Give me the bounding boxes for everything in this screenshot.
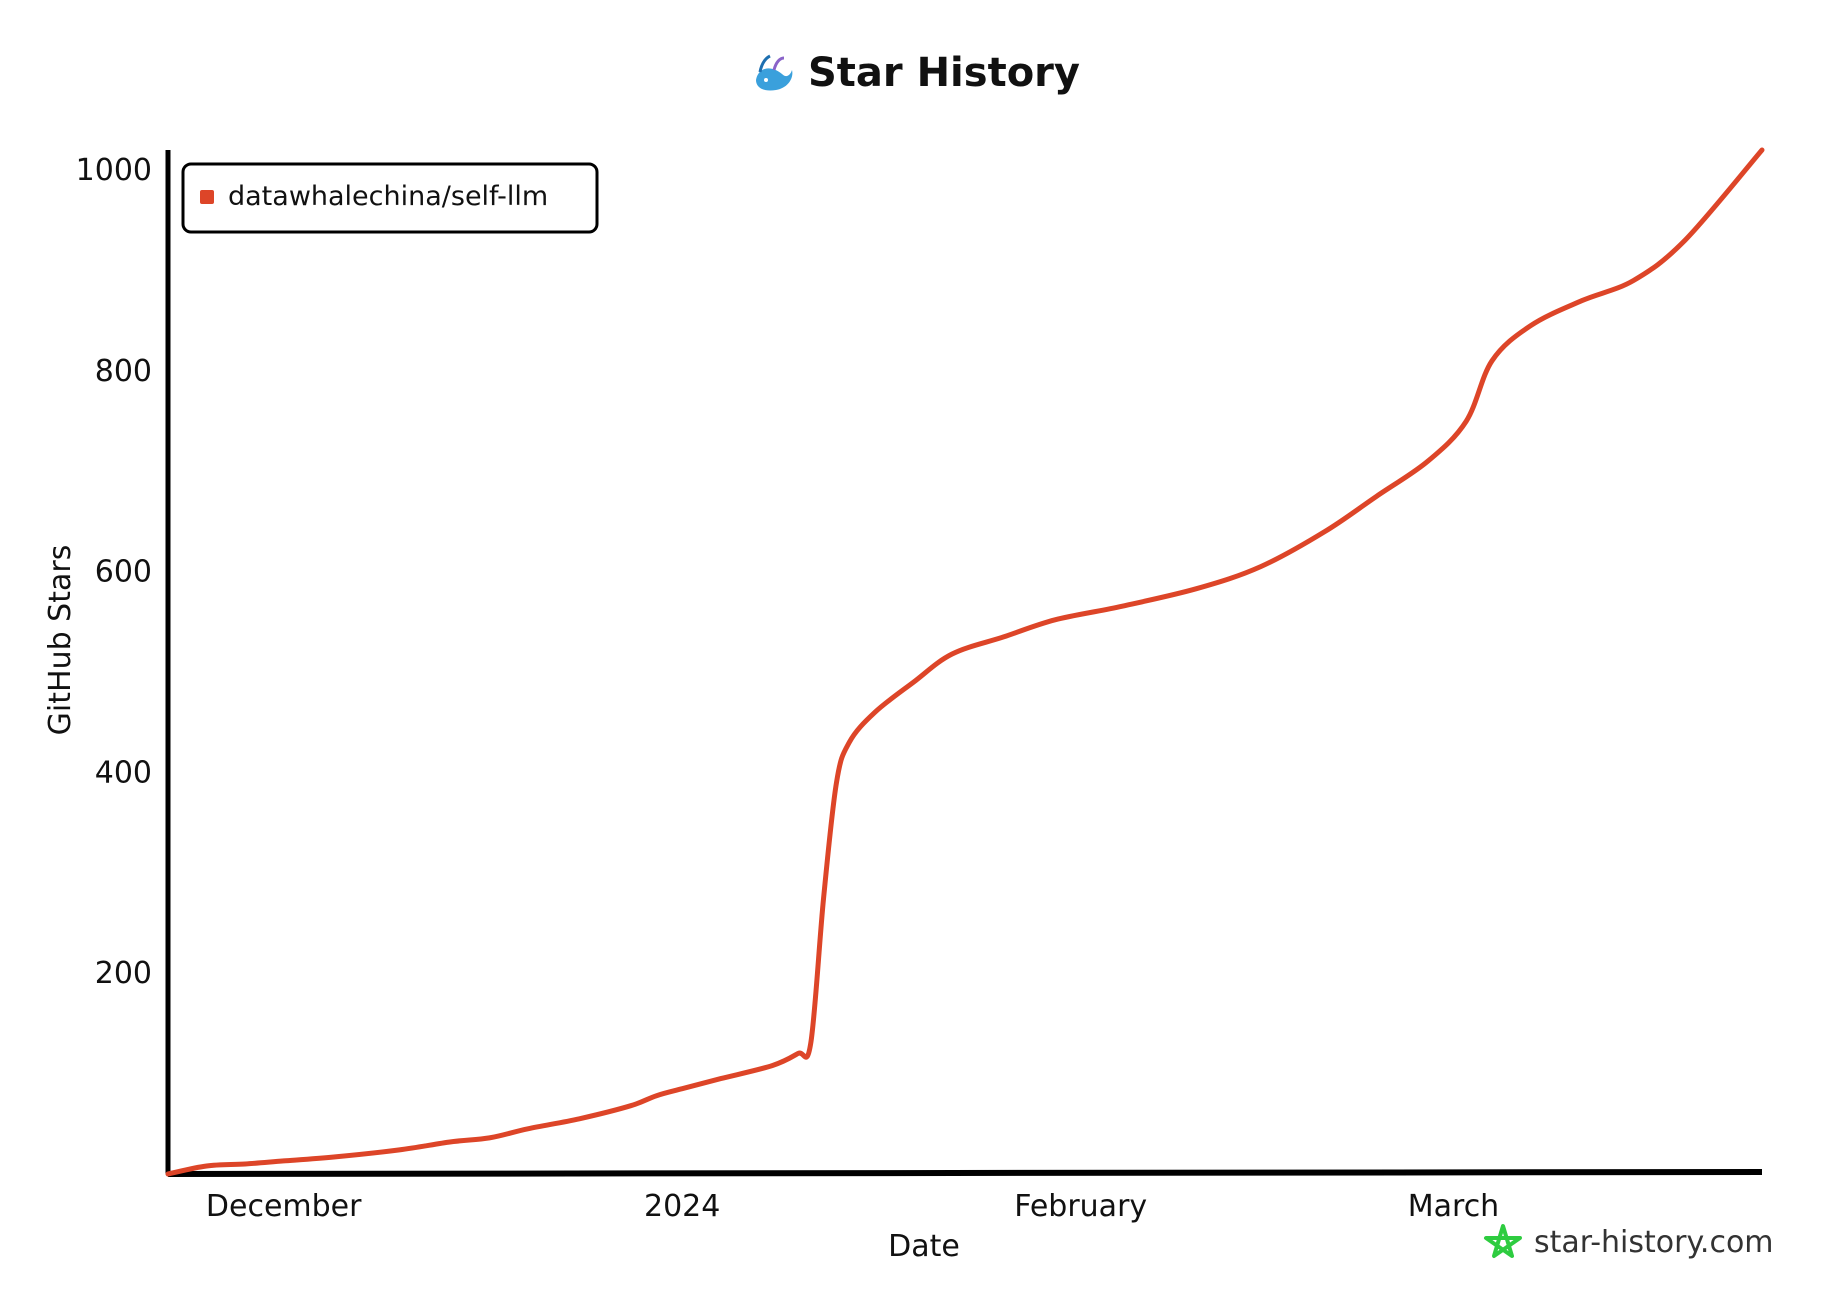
y-axis-label: GitHub Stars bbox=[43, 545, 78, 736]
legend-swatch bbox=[200, 190, 214, 204]
y-tick-label: 1000 bbox=[76, 153, 152, 188]
legend-label: datawhalechina/self-llm bbox=[228, 181, 548, 212]
series-line bbox=[165, 147, 1765, 1177]
x-tick-label: December bbox=[206, 1189, 362, 1224]
x-tick-label: March bbox=[1408, 1189, 1499, 1224]
chart-title-group: Star History bbox=[756, 50, 1080, 96]
y-tick-label: 800 bbox=[95, 354, 152, 389]
x-tick-labels: December 2024 February March bbox=[206, 1189, 1499, 1224]
y-tick-label: 200 bbox=[95, 956, 152, 991]
y-tick-labels: 200 400 600 800 1000 bbox=[76, 153, 152, 991]
star-outline-icon bbox=[1484, 1224, 1522, 1258]
x-tick-label: 2024 bbox=[644, 1189, 720, 1224]
y-tick-label: 600 bbox=[95, 555, 152, 590]
brand-site-text: star-history.com bbox=[1534, 1225, 1774, 1260]
branding: star-history.com bbox=[1484, 1224, 1774, 1260]
y-tick-label: 400 bbox=[95, 755, 152, 790]
x-axis-line bbox=[167, 1169, 1763, 1177]
x-tick-label: February bbox=[1014, 1189, 1147, 1224]
chart-title: Star History bbox=[808, 50, 1080, 96]
x-axis-label: Date bbox=[888, 1229, 960, 1264]
legend: datawhalechina/self-llm bbox=[181, 162, 599, 234]
whale-icon bbox=[756, 54, 793, 91]
legend-box bbox=[181, 162, 599, 234]
